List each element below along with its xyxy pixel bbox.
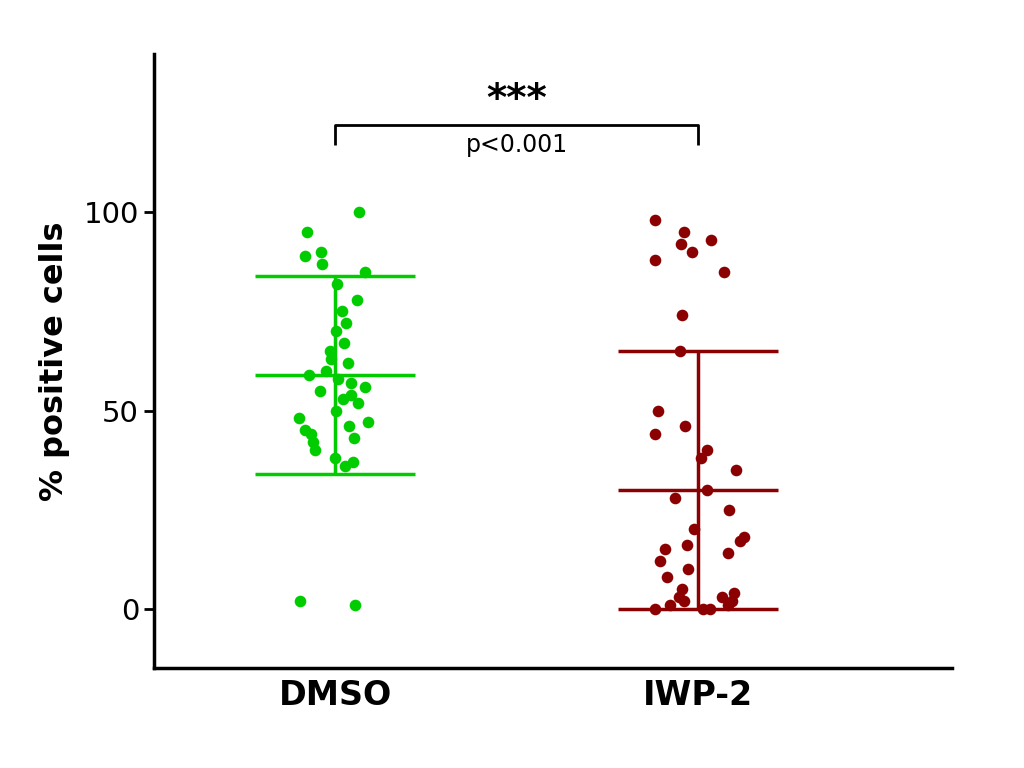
Point (349, 293, 366, 306)
Point (736, 531, 753, 544)
Point (345, 456, 361, 468)
Y-axis label: % positive cells: % positive cells (39, 221, 70, 501)
Point (701, 603, 718, 615)
Point (312, 246, 329, 258)
Point (347, 598, 364, 611)
Point (728, 464, 744, 476)
Point (726, 587, 742, 599)
Point (672, 345, 688, 357)
Point (328, 325, 344, 337)
Point (662, 598, 678, 611)
Point (334, 305, 350, 317)
Point (680, 563, 696, 575)
Point (647, 214, 664, 227)
Point (297, 424, 313, 436)
Point (357, 381, 374, 393)
Point (335, 392, 351, 405)
Point (356, 266, 373, 278)
Point (312, 385, 329, 397)
Point (676, 226, 692, 238)
Point (651, 555, 668, 568)
Point (351, 206, 368, 218)
Point (646, 428, 663, 440)
Point (299, 226, 315, 238)
Point (303, 428, 319, 440)
Point (297, 250, 313, 262)
Point (683, 246, 699, 258)
Point (327, 452, 343, 464)
Point (724, 594, 740, 607)
Point (698, 444, 715, 456)
Point (292, 594, 308, 607)
Point (291, 412, 307, 425)
Point (336, 337, 352, 349)
Point (694, 603, 711, 615)
Point (714, 591, 730, 603)
Point (313, 258, 330, 270)
Point (667, 492, 683, 504)
Point (702, 234, 719, 247)
Point (349, 396, 366, 409)
Point (658, 571, 675, 583)
Point (340, 420, 356, 432)
Point (323, 353, 339, 365)
Point (305, 436, 322, 449)
Point (337, 460, 353, 472)
Point (673, 238, 689, 250)
Point (671, 591, 687, 603)
Point (716, 266, 732, 278)
Point (721, 504, 737, 516)
Point (301, 369, 317, 381)
Point (346, 432, 362, 445)
Point (338, 317, 354, 329)
Point (720, 598, 736, 611)
Point (647, 603, 664, 615)
Point (330, 372, 346, 385)
Point (674, 583, 690, 595)
Point (307, 444, 324, 456)
Point (674, 310, 690, 322)
Text: p<0.001: p<0.001 (466, 133, 567, 157)
Point (343, 389, 359, 401)
Point (679, 539, 695, 551)
Point (657, 543, 674, 555)
Point (359, 416, 376, 429)
Point (699, 484, 716, 496)
Point (650, 405, 667, 417)
Point (342, 376, 358, 389)
Point (720, 547, 736, 559)
Point (323, 345, 339, 357)
Point (317, 365, 334, 377)
Point (686, 523, 702, 535)
Text: ***: *** (486, 81, 547, 119)
Point (646, 253, 663, 266)
Point (693, 452, 710, 464)
Point (340, 357, 356, 369)
Point (677, 420, 693, 432)
Point (328, 405, 344, 417)
Point (329, 277, 345, 290)
Point (676, 594, 692, 607)
Point (732, 535, 749, 548)
